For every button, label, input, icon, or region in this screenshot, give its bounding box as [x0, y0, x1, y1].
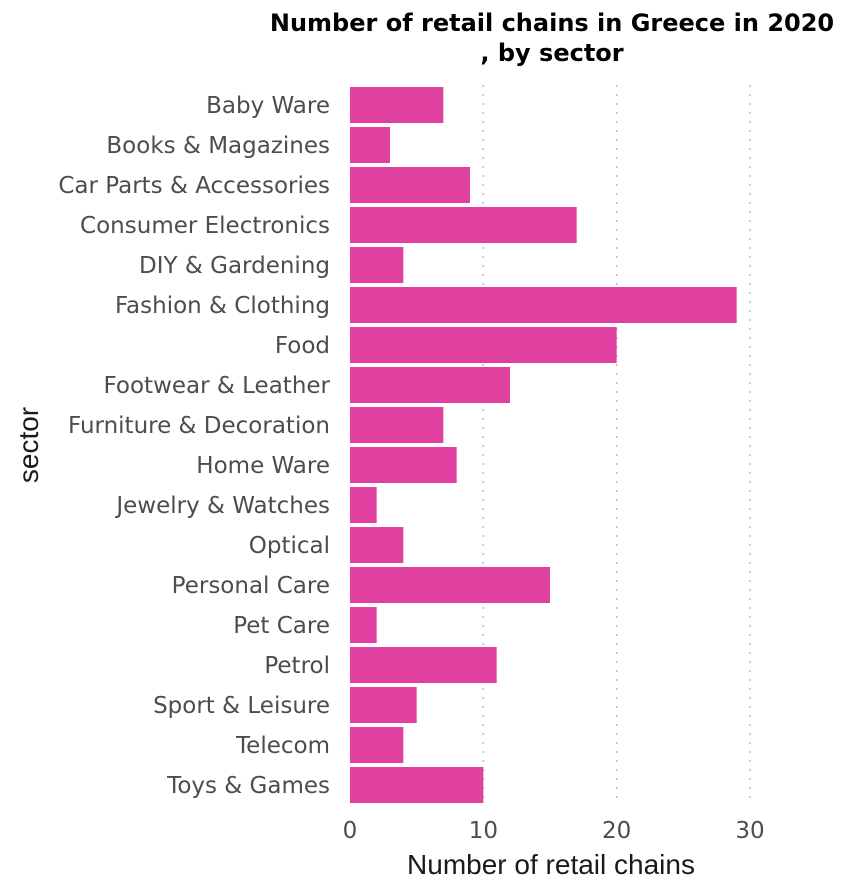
category-label: Consumer Electronics	[80, 213, 330, 239]
bar	[350, 207, 577, 243]
bar	[350, 327, 617, 363]
bars	[350, 87, 737, 803]
bar	[350, 247, 404, 283]
bar	[350, 447, 457, 483]
bar	[350, 647, 497, 683]
bar	[350, 127, 390, 163]
category-label: Car Parts & Accessories	[58, 173, 330, 199]
category-label: Food	[275, 333, 330, 359]
category-label: Books & Magazines	[106, 133, 330, 159]
x-tick-label: 30	[735, 818, 764, 844]
category-label: Footwear & Leather	[104, 373, 331, 399]
bar	[350, 687, 417, 723]
category-label: Petrol	[264, 653, 330, 679]
bar	[350, 767, 484, 803]
x-axis-title: Number of retail chains	[407, 849, 695, 880]
category-label: Fashion & Clothing	[115, 293, 330, 319]
category-label: Optical	[249, 533, 330, 559]
category-label: Home Ware	[196, 453, 330, 479]
bar	[350, 87, 444, 123]
x-tick-label: 10	[469, 818, 498, 844]
category-label: Sport & Leisure	[153, 693, 330, 719]
bar	[350, 527, 404, 563]
chart-title-line-2: , by sector	[480, 39, 623, 67]
category-labels: Baby Ware Books & Magazines Car Parts & Ac…	[58, 93, 330, 799]
bar	[350, 487, 377, 523]
x-tick-label: 0	[343, 818, 358, 844]
category-label: Toys & Games	[166, 773, 330, 799]
category-label: Pet Care	[233, 613, 330, 639]
gridlines	[482, 85, 751, 805]
category-label: DIY & Gardening	[139, 253, 330, 279]
x-tick-labels: 0 10 20 30	[343, 818, 765, 844]
bar	[350, 167, 470, 203]
bar	[350, 727, 404, 763]
chart-title-line-1: Number of retail chains in Greece in 202…	[270, 9, 834, 37]
bar	[350, 567, 550, 603]
bar	[350, 607, 377, 643]
category-label: Telecom	[235, 733, 330, 759]
category-label: Furniture & Decoration	[68, 413, 330, 439]
x-tick-label: 20	[602, 818, 631, 844]
category-label: Personal Care	[172, 573, 330, 599]
bar	[350, 407, 444, 443]
category-label: Baby Ware	[206, 93, 330, 119]
category-label: Jewelry & Watches	[114, 493, 330, 519]
bar	[350, 367, 510, 403]
bar	[350, 287, 737, 323]
y-axis-title: sector	[13, 407, 44, 483]
